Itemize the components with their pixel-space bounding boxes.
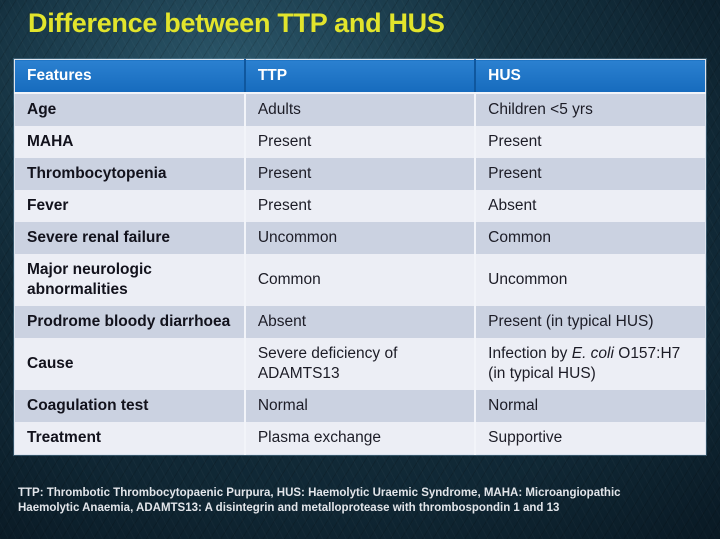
comparison-table: Features TTP HUS Age Adults Children <5 yr… [13,58,707,456]
ttp-cell: Severe deficiency of ADAMTS13 [243,338,476,390]
feature-cell: Cause [14,338,245,390]
feature-cell: Severe renal failure [14,222,245,254]
table-row: Treatment Plasma exchange Supportive [14,422,706,455]
ttp-cell: Adults [243,93,476,126]
header-ttp: TTP [243,59,476,94]
ttp-cell: Common [243,254,476,306]
table-row: Fever Present Absent [14,190,706,222]
header-row: Features TTP HUS [14,59,706,94]
ttp-cell: Uncommon [243,222,476,254]
hus-cell: Uncommon [474,254,706,306]
hus-cell: Normal [474,390,706,422]
header-features: Features [14,59,245,94]
table-row: Major neurologic abnormalities Common Unco… [14,254,706,306]
table-row: Coagulation test Normal Normal [14,390,706,422]
hus-cell: Supportive [474,422,706,455]
comparison-table-container: Features TTP HUS Age Adults Children <5 yr… [13,58,707,456]
hus-cell: Absent [474,190,706,222]
feature-cell: Major neurologic abnormalities [14,254,245,306]
header-hus: HUS [474,59,706,94]
table-row: MAHA Present Present [14,126,706,158]
feature-cell: Prodrome bloody diarrhoea [14,306,245,338]
feature-cell: Treatment [14,422,245,455]
feature-cell: Thrombocytopenia [14,158,245,190]
feature-cell: Age [14,93,245,126]
ttp-cell: Plasma exchange [243,422,476,455]
table-row: Thrombocytopenia Present Present [14,158,706,190]
table-row: Prodrome bloody diarrhoea Absent Present (… [14,306,706,338]
feature-cell: MAHA [14,126,245,158]
hus-cell: Infection by E. coli O157:H7 (in typical… [474,338,706,390]
table-row: Cause Severe deficiency of ADAMTS13 Infect… [14,338,706,390]
feature-cell: Coagulation test [14,390,245,422]
ttp-cell: Absent [243,306,476,338]
slide-title: Difference between TTP and HUS [28,8,445,38]
table-row: Age Adults Children <5 yrs [14,93,706,126]
ttp-cell: Normal [243,390,476,422]
ttp-cell: Present [243,158,476,190]
hus-cell: Common [474,222,706,254]
hus-cell: Present (in typical HUS) [474,306,706,338]
hus-cell: Present [474,158,706,190]
ttp-cell: Present [243,190,476,222]
ttp-cell: Present [243,126,476,158]
feature-cell: Fever [14,190,245,222]
footnote: TTP: Thrombotic Thrombocytopaenic Purpur… [18,487,621,514]
table-body: Age Adults Children <5 yrs MAHA Present Prese… [14,93,706,455]
hus-cell: Children <5 yrs [474,93,706,126]
hus-cell: Present [474,126,706,158]
table-row: Severe renal failure Uncommon Common [14,222,706,254]
